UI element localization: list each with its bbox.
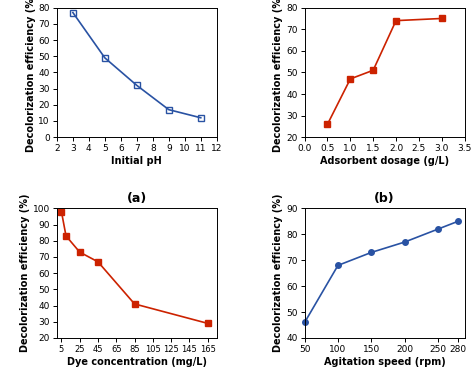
Y-axis label: Decolorization efficiency (%): Decolorization efficiency (%) <box>273 0 283 152</box>
Y-axis label: Decolorization efficiency (%): Decolorization efficiency (%) <box>273 194 283 353</box>
X-axis label: Agitation speed (rpm): Agitation speed (rpm) <box>324 357 446 367</box>
Text: (b): (b) <box>374 192 395 205</box>
Text: (a): (a) <box>127 192 147 205</box>
Y-axis label: Decolorization efficiency (%): Decolorization efficiency (%) <box>20 194 30 353</box>
Y-axis label: Decolorization efficiency (%): Decolorization efficiency (%) <box>26 0 36 152</box>
X-axis label: Adsorbent dosage (g/L): Adsorbent dosage (g/L) <box>320 156 449 166</box>
X-axis label: Initial pH: Initial pH <box>111 156 162 166</box>
X-axis label: Dye concentration (mg/L): Dye concentration (mg/L) <box>67 357 207 367</box>
